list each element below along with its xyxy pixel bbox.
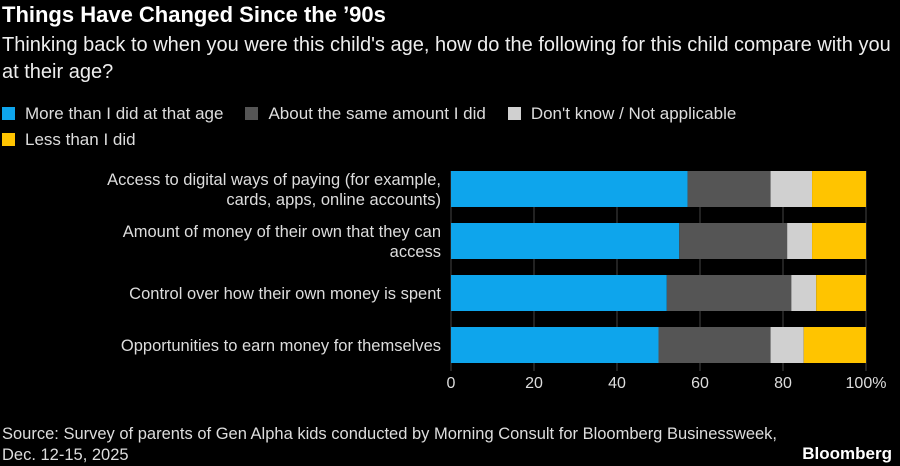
x-tick-label: 80 <box>774 375 792 392</box>
bar-segment <box>812 171 866 207</box>
bar-segment <box>451 275 667 311</box>
chart-subtitle: Thinking back to when you were this chil… <box>2 34 891 83</box>
bar-segment <box>658 327 771 363</box>
legend-swatch <box>2 107 15 120</box>
legend-item: More than I did at that age <box>2 101 223 126</box>
bar-segment <box>666 275 792 311</box>
legend-swatch <box>245 107 259 120</box>
bar-segment <box>679 223 788 259</box>
source-note: Source: Survey of parents of Gen Alpha k… <box>2 425 778 464</box>
category-label: Control over how their own money is spen… <box>129 285 441 303</box>
x-tick-label: 40 <box>608 375 626 392</box>
category-label: access <box>390 243 441 261</box>
legend-label: More than I did at that age <box>25 104 224 123</box>
category-label: Access to digital ways of paying (for ex… <box>107 171 441 189</box>
bar-segment <box>687 171 771 207</box>
bar-segment <box>770 327 804 363</box>
bar-segment <box>451 171 688 207</box>
x-tick-label: 100% <box>846 375 887 392</box>
bar-segment <box>451 327 659 363</box>
legend-label: About the same amount I did <box>268 104 486 123</box>
x-tick-label: 60 <box>691 375 709 392</box>
bar-segment <box>787 223 813 259</box>
legend-item: Don't know / Not applicable <box>507 101 737 126</box>
chart-title: Things Have Changed Since the ’90s <box>2 2 386 27</box>
category-label: cards, apps, online accounts) <box>226 191 441 209</box>
legend-label: Less than I did <box>25 130 136 149</box>
bar-segment <box>812 223 866 259</box>
legend-item: About the same amount I did <box>245 101 486 126</box>
category-label: Amount of money of their own that they c… <box>123 223 441 241</box>
legend-swatch <box>2 133 15 146</box>
legend-swatch <box>507 107 521 120</box>
x-tick-label: 0 <box>447 375 456 392</box>
legend-item: Less than I did <box>2 127 136 152</box>
bar-segment <box>803 327 866 363</box>
bloomberg-logo: Bloomberg <box>802 444 892 463</box>
bar-segment <box>770 171 813 207</box>
bar-segment <box>791 275 817 311</box>
legend: More than I did at that age About the sam… <box>2 101 892 153</box>
legend-label: Don't know / Not applicable <box>530 104 737 123</box>
bar-segment <box>451 223 680 259</box>
bar-segment <box>816 275 866 311</box>
x-tick-label: 20 <box>525 375 543 392</box>
category-label: Opportunities to earn money for themselv… <box>121 337 441 355</box>
